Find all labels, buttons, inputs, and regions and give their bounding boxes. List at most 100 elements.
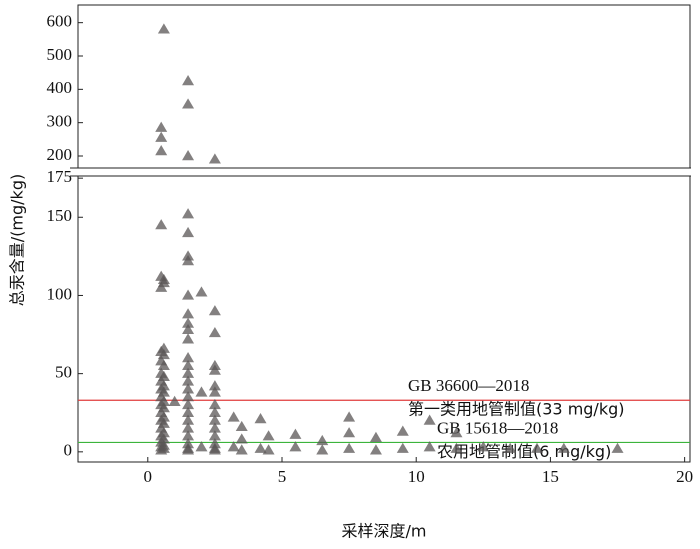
break-gap: [70, 169, 695, 175]
point: [195, 286, 208, 297]
point: [157, 386, 170, 397]
point: [262, 444, 275, 455]
point: [208, 414, 221, 425]
point: [195, 386, 208, 397]
y-tick-label: 600: [47, 12, 73, 31]
point: [182, 430, 195, 441]
x-axis-title: 采样深度/m: [342, 522, 427, 541]
point: [182, 208, 195, 219]
point: [557, 442, 570, 453]
point: [157, 427, 170, 438]
point: [316, 434, 329, 446]
point: [343, 411, 356, 422]
point: [182, 289, 195, 300]
point: [343, 427, 356, 438]
point: [182, 375, 195, 386]
point: [289, 441, 302, 452]
point: [254, 442, 267, 453]
point: [157, 276, 170, 288]
x-tick-label: 15: [542, 467, 559, 486]
point: [182, 308, 195, 319]
y-tick-label: 100: [47, 284, 73, 303]
point: [182, 150, 195, 161]
reference-label: 农用地管制值(6 mg/kg): [437, 442, 611, 461]
point: [155, 121, 168, 132]
y-tick-label: 500: [47, 45, 73, 64]
point: [208, 305, 221, 316]
point: [316, 444, 329, 455]
point: [182, 406, 195, 417]
point: [208, 386, 221, 397]
point: [182, 98, 195, 109]
point: [208, 380, 221, 391]
point: [208, 398, 221, 410]
point: [195, 441, 208, 452]
point: [182, 333, 195, 344]
point: [157, 442, 170, 453]
point: [182, 444, 195, 455]
point: [157, 395, 170, 406]
reference-label: 第一类用地管制值(33 mg/kg): [408, 400, 625, 419]
reference-label: GB 36600—2018: [408, 376, 529, 395]
point: [157, 411, 170, 422]
bottom-frame: [77, 175, 691, 463]
point: [182, 359, 195, 371]
point: [611, 442, 624, 453]
y-tick-label: 0: [64, 441, 73, 460]
point: [182, 255, 195, 266]
y-tick-label: 400: [47, 78, 73, 97]
point: [155, 145, 168, 156]
point: [208, 364, 221, 375]
point: [369, 444, 382, 455]
point: [369, 431, 382, 442]
point: [182, 367, 195, 378]
point: [182, 226, 195, 238]
point: [157, 417, 170, 428]
point: [157, 433, 170, 444]
point: [531, 442, 543, 453]
point: [182, 75, 195, 86]
point: [396, 425, 409, 436]
point: [182, 323, 195, 335]
point: [182, 398, 195, 410]
point: [235, 444, 248, 455]
point: [423, 414, 436, 425]
point: [262, 430, 275, 441]
point: [227, 441, 240, 452]
point: [182, 317, 195, 328]
point: [208, 430, 221, 441]
point: [208, 326, 221, 338]
point: [504, 442, 517, 453]
point: [182, 352, 195, 363]
x-tick-label: 5: [278, 467, 287, 486]
point: [157, 380, 170, 391]
point: [477, 441, 490, 452]
x-tick-label: 0: [144, 467, 153, 486]
point: [182, 414, 195, 425]
y-tick-label: 50: [55, 363, 72, 382]
point: [155, 131, 168, 142]
point: [182, 391, 195, 402]
point: [450, 442, 463, 453]
point: [208, 444, 221, 455]
reference-label: GB 15618—2018: [437, 418, 558, 437]
x-tick-label: 20: [676, 467, 693, 486]
point: [235, 420, 248, 432]
point: [157, 348, 170, 360]
point: [208, 422, 221, 433]
point: [157, 402, 170, 413]
point: [208, 153, 221, 164]
point: [157, 370, 170, 381]
point: [396, 442, 409, 453]
point: [157, 359, 170, 371]
point: [157, 342, 170, 353]
point: [155, 219, 168, 230]
point: [450, 427, 463, 438]
y-tick-label: 300: [47, 112, 73, 131]
point: [168, 395, 181, 406]
y-tick-label: 200: [47, 145, 73, 164]
point: [182, 383, 195, 394]
point: [423, 441, 436, 452]
point: [208, 406, 221, 417]
